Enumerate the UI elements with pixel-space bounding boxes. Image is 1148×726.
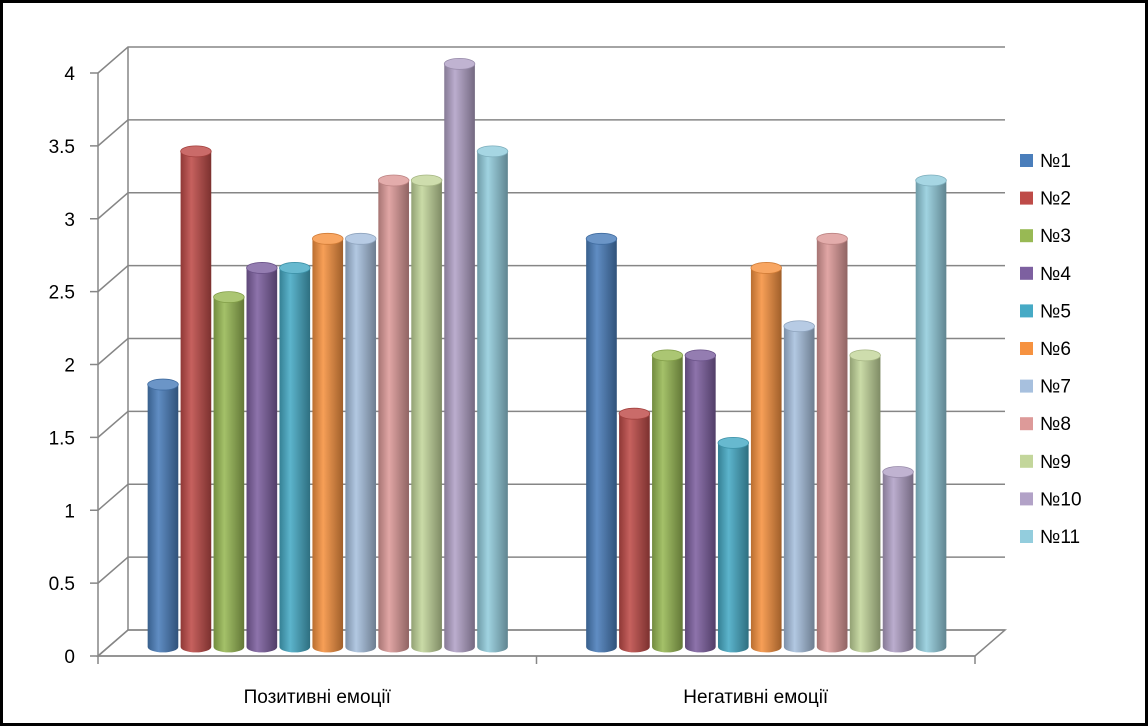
legend-item: №10 xyxy=(1020,489,1082,510)
legend-label: №11 xyxy=(1040,527,1080,548)
legend-item: №11 xyxy=(1020,527,1080,548)
bar xyxy=(246,262,278,653)
legend-label: №6 xyxy=(1040,339,1071,360)
bar xyxy=(344,232,377,653)
bar xyxy=(213,291,245,653)
y-tick-label: 0.5 xyxy=(49,574,75,595)
legend-label: №2 xyxy=(1040,189,1071,210)
legend-item: №8 xyxy=(1020,414,1071,435)
gridlines xyxy=(97,46,1005,657)
bar xyxy=(180,145,212,653)
legend-label: №1 xyxy=(1040,151,1071,172)
legend-swatch xyxy=(1020,304,1033,318)
y-tick-label: 4 xyxy=(64,64,75,85)
legend-label: №8 xyxy=(1040,414,1071,435)
gridline xyxy=(97,337,1005,366)
bar xyxy=(618,407,651,653)
bar xyxy=(410,174,443,653)
bar xyxy=(816,232,848,653)
y-tick-label: 2.5 xyxy=(49,283,75,304)
legend-item: №6 xyxy=(1020,339,1071,360)
y-axis: 0 0.5 1 1.5 2 2.5 3 3.5 4 xyxy=(49,64,98,668)
bar xyxy=(684,349,717,653)
legend-swatch xyxy=(1020,191,1033,205)
bar xyxy=(279,262,311,653)
legend-label: №3 xyxy=(1040,226,1071,247)
bars xyxy=(147,58,947,653)
legend-item: №5 xyxy=(1020,301,1071,322)
bar xyxy=(443,58,476,653)
bar xyxy=(147,378,179,653)
legend-item: №3 xyxy=(1020,226,1071,247)
x-tick-label: Негативні емоції xyxy=(683,687,829,708)
legend-label: №5 xyxy=(1040,301,1071,322)
legend-item: №4 xyxy=(1020,264,1071,285)
legend-swatch xyxy=(1020,229,1033,243)
bar xyxy=(783,320,815,653)
gridline xyxy=(97,119,1005,147)
bar xyxy=(750,262,782,653)
gridline xyxy=(97,46,1005,74)
legend: №1 №2 №3 №4 №5 №6 №7 №8 №9 №10 №11 xyxy=(1020,151,1082,548)
y-tick-label: 1.5 xyxy=(49,428,75,449)
y-tick-label: 3 xyxy=(64,210,75,231)
legend-item: №7 xyxy=(1020,377,1071,398)
bar xyxy=(377,174,410,653)
legend-swatch xyxy=(1020,266,1033,280)
bar xyxy=(476,145,509,653)
y-tick-label: 0 xyxy=(64,647,75,668)
bar xyxy=(882,466,914,653)
chart: 0 0.5 1 1.5 2 2.5 3 3.5 4 Позитивні емоції Негати… xyxy=(49,46,1082,708)
legend-item: №1 xyxy=(1020,151,1071,172)
legend-item: №2 xyxy=(1020,189,1071,210)
bar xyxy=(717,436,750,653)
legend-swatch xyxy=(1020,342,1033,355)
y-tick-label: 2 xyxy=(64,356,75,377)
bar xyxy=(849,349,881,653)
legend-label: №4 xyxy=(1040,264,1071,285)
legend-swatch xyxy=(1020,454,1033,468)
bar xyxy=(585,232,618,653)
legend-label: №9 xyxy=(1040,452,1071,473)
y-tick-label: 3.5 xyxy=(49,137,75,158)
legend-label: №10 xyxy=(1040,489,1082,510)
gridline xyxy=(97,192,1005,220)
bar xyxy=(651,349,684,653)
legend-swatch xyxy=(1020,154,1033,167)
legend-swatch xyxy=(1020,379,1033,393)
bar xyxy=(312,232,344,653)
bar xyxy=(915,174,947,653)
y-tick-label: 1 xyxy=(64,501,75,522)
legend-swatch xyxy=(1020,417,1033,431)
gridline xyxy=(97,264,1005,293)
legend-item: №9 xyxy=(1020,452,1071,473)
legend-label: №7 xyxy=(1040,377,1071,398)
legend-swatch xyxy=(1020,492,1033,506)
x-tick-label: Позитивні емоції xyxy=(244,687,392,708)
legend-swatch xyxy=(1020,530,1033,543)
x-axis: Позитивні емоції Негативні емоції xyxy=(97,655,976,708)
